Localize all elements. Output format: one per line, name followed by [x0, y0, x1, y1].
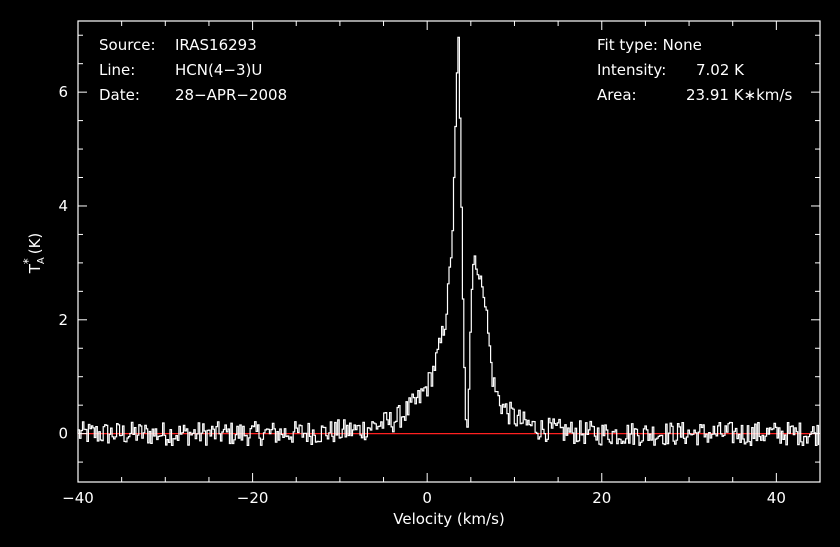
x-tick-label: 0	[422, 489, 432, 507]
source-value: IRAS16293	[175, 36, 257, 54]
fit-type-label: Fit type: None	[597, 36, 702, 54]
y-tick-label: 4	[58, 197, 68, 215]
spectrum-line	[77, 36, 820, 446]
intensity-label: Intensity:	[597, 61, 667, 79]
y-tick-label: 0	[58, 425, 68, 443]
y-axis-label: TA*(K)	[21, 233, 47, 275]
x-axis-label: Velocity (km/s)	[393, 510, 504, 528]
source-label: Source:	[99, 36, 156, 54]
x-tick-label: 40	[767, 489, 786, 507]
intensity-value: 7.02 K	[696, 61, 745, 79]
y-tick-label: 6	[58, 83, 68, 101]
plot-frame	[77, 20, 821, 483]
x-tick-label: 20	[592, 489, 611, 507]
area-label: Area:	[597, 86, 637, 104]
axis-ticks	[77, 21, 821, 482]
info-right: Fit type: None Intensity: 7.02 K Area: 2…	[597, 36, 812, 106]
info-left: Source: IRAS16293 Line: HCN(4−3)U Date: …	[99, 36, 319, 106]
date-value: 28−APR−2008	[175, 86, 288, 104]
line-label: Line:	[99, 61, 136, 79]
x-tick-label: −20	[237, 489, 269, 507]
x-tick-label: −40	[62, 489, 94, 507]
area-value: 23.91 K∗km/s	[686, 86, 793, 104]
y-tick-label: 2	[58, 311, 68, 329]
line-value: HCN(4−3)U	[175, 61, 263, 79]
tick-labels: −40 −20 0 20 40 0 2 4 6	[58, 83, 785, 507]
date-label: Date:	[99, 86, 140, 104]
